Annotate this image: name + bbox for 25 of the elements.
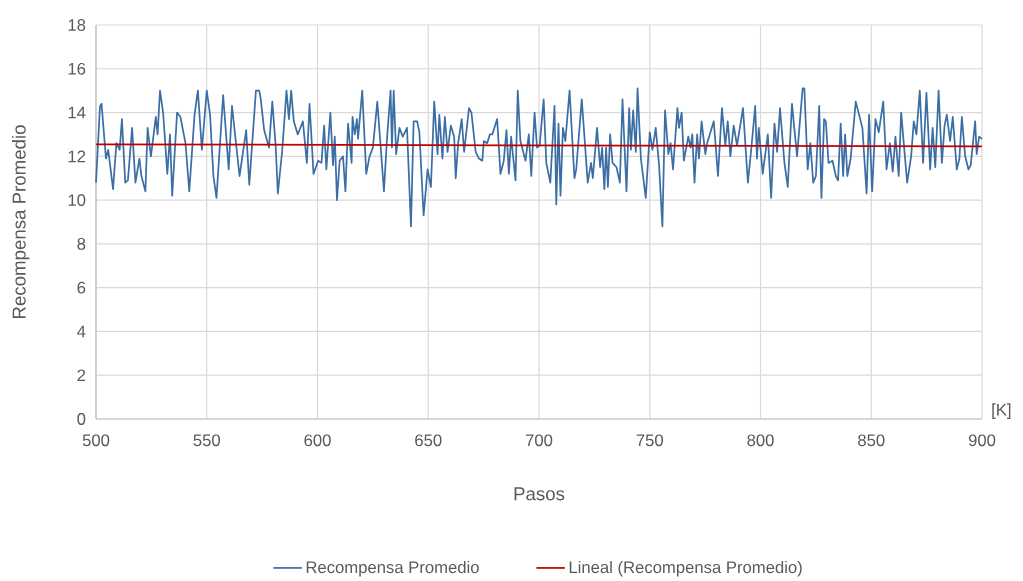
- x-tick-label: 600: [304, 434, 331, 447]
- x-tick-label: 500: [82, 434, 110, 447]
- x-axis-title: Pasos: [514, 487, 565, 501]
- legend-label: Recompensa Promedio: [306, 560, 479, 577]
- y-tick-label: 12: [68, 150, 86, 163]
- line-series: [95, 87, 983, 228]
- y-tick-label: 16: [68, 62, 86, 75]
- x-tick-label: 650: [415, 434, 442, 447]
- legend-label: Lineal (Recompensa Promedio): [569, 560, 802, 577]
- y-tick-label: 14: [68, 106, 86, 119]
- x-tick-label: 900: [968, 434, 996, 447]
- y-tick-label: 18: [68, 19, 86, 31]
- y-tick-label: 2: [77, 369, 86, 382]
- x-tick-label: 700: [525, 434, 553, 447]
- y-tick-label: 6: [77, 281, 86, 294]
- y-tick-label: 4: [77, 325, 86, 338]
- y-tick-label: 10: [68, 194, 86, 207]
- x-tick-label: 550: [193, 434, 220, 447]
- y-axis-title: Recompensa Promedio: [11, 125, 30, 318]
- text: [K]: [992, 403, 1011, 419]
- x-tick-label: 800: [747, 434, 774, 447]
- x-tick-label: 750: [636, 434, 663, 447]
- y-tick-label: 0: [77, 413, 86, 425]
- x-tick-label: 850: [858, 434, 885, 447]
- y-tick-label: 8: [77, 238, 86, 250]
